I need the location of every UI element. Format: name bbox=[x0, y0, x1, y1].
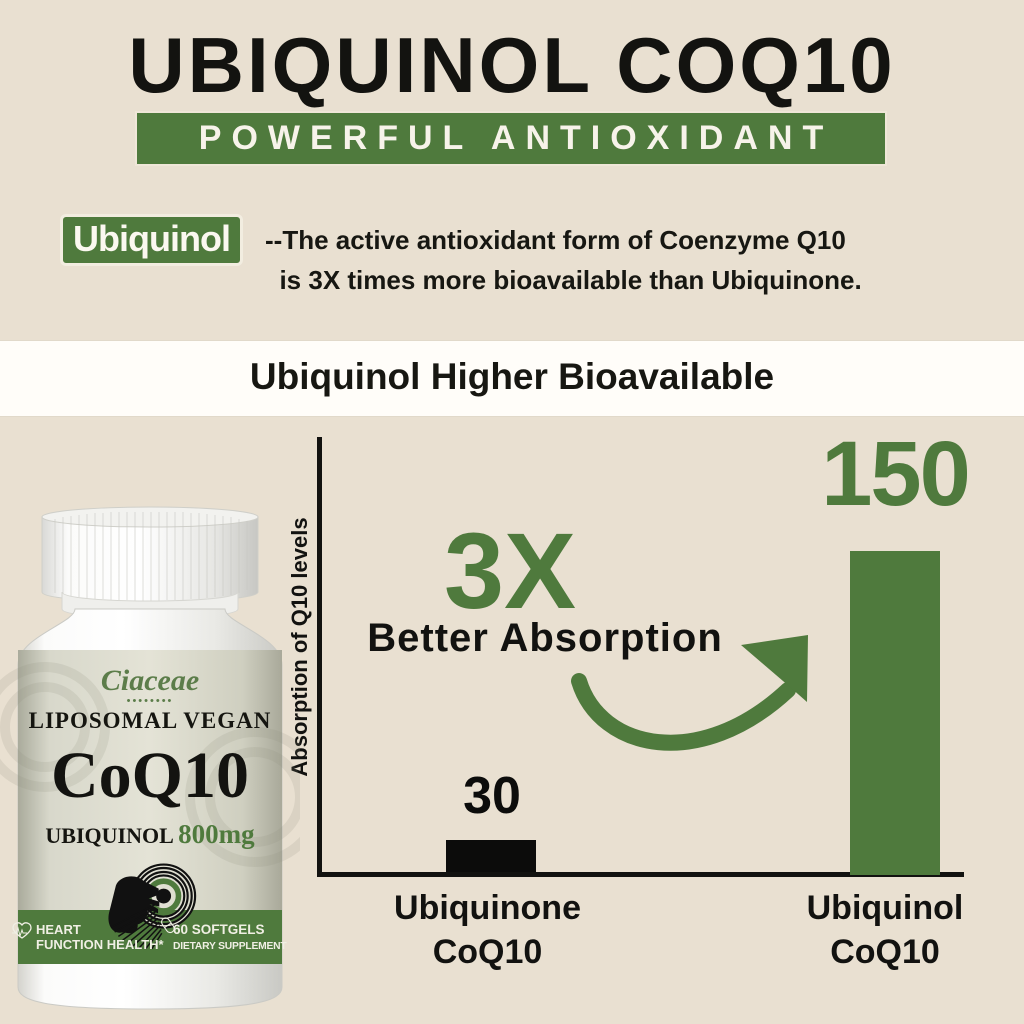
svg-text:CoQ10: CoQ10 bbox=[51, 739, 249, 812]
svg-text:FUNCTION HEALTH*: FUNCTION HEALTH* bbox=[36, 937, 165, 952]
svg-text:LIPOSOMAL VEGAN: LIPOSOMAL VEGAN bbox=[29, 708, 272, 733]
svg-text:UBIQUINOL 800mg: UBIQUINOL 800mg bbox=[45, 819, 255, 849]
svg-text:HEART: HEART bbox=[36, 922, 81, 937]
svg-text:DIETARY SUPPLEMENT: DIETARY SUPPLEMENT bbox=[173, 941, 287, 952]
svg-text:60 SOFTGELS: 60 SOFTGELS bbox=[173, 922, 265, 937]
svg-text:Ciaceae: Ciaceae bbox=[101, 664, 199, 697]
svg-text:••••••••: •••••••• bbox=[127, 695, 174, 707]
